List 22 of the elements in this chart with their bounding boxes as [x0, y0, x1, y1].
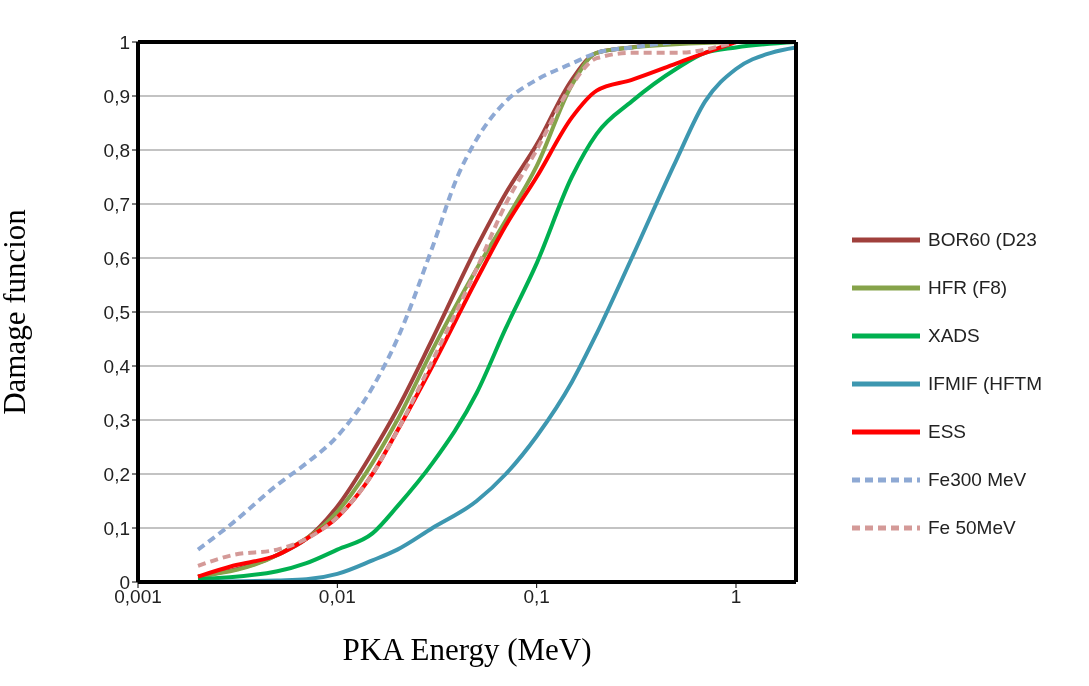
- legend-label: IFMIF (HFTM: [928, 373, 1042, 395]
- legend-label: XADS: [928, 325, 980, 347]
- legend-label: ESS: [928, 421, 967, 443]
- legend-label: HFR (F8): [928, 277, 1008, 299]
- y-axis-title: Damage funcion: [0, 208, 33, 415]
- y-tick-label: 0,2: [103, 463, 130, 485]
- y-tick-label: 0,3: [103, 409, 130, 431]
- y-tick-label: 0,5: [103, 301, 130, 323]
- legend-label: Fe300 MeV: [928, 469, 1027, 491]
- y-tick-label: 0,9: [103, 85, 130, 107]
- legend-label: Fe 50MeV: [928, 517, 1016, 539]
- y-tick-label: 1: [119, 31, 130, 53]
- y-tick-label: 0,8: [103, 139, 130, 161]
- y-tick-label: 0,7: [103, 193, 130, 215]
- x-tick-label: 0,1: [523, 586, 550, 608]
- y-tick-label: 0,6: [103, 247, 130, 269]
- legend-label: BOR60 (D23: [928, 229, 1037, 251]
- x-axis-title: PKA Energy (MeV): [342, 632, 592, 667]
- x-tick-label: 0,01: [318, 586, 356, 608]
- x-tick-label: 1: [730, 586, 742, 608]
- y-tick-label: 0,4: [103, 355, 131, 377]
- y-tick-label: 0,1: [103, 517, 130, 539]
